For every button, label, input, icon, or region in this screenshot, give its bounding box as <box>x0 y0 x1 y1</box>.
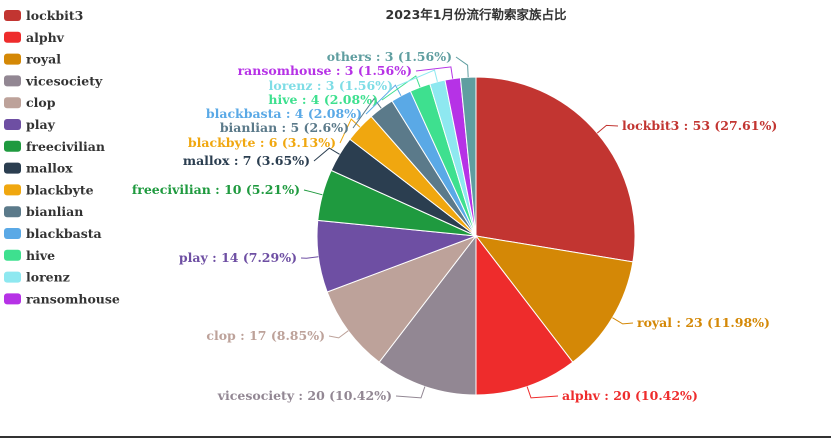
legend-swatch <box>4 31 21 43</box>
pie-slice-clop[interactable] <box>326 234 478 363</box>
legend-swatch <box>4 206 21 218</box>
pie-slice-lockbit3[interactable] <box>475 76 636 263</box>
label-leader-lines <box>300 56 634 399</box>
legend-item-ransomhouse[interactable]: ransomhouse <box>4 291 120 306</box>
pie-slice-alphv[interactable] <box>475 234 574 396</box>
legend-item-bianlian[interactable]: bianlian <box>4 204 83 219</box>
legend-label: clop <box>26 95 56 110</box>
legend-label: ransomhouse <box>26 291 120 306</box>
slice-label-lockbit3: lockbit3 : 53 (27.61%) <box>622 118 777 133</box>
legend-item-royal[interactable]: royal <box>4 52 61 67</box>
legend-item-vicesociety[interactable]: vicesociety <box>4 73 103 88</box>
pie-slice-vicesociety[interactable] <box>378 234 477 396</box>
legend-label: bianlian <box>26 204 83 219</box>
legend-label: lorenz <box>26 270 70 285</box>
leader-line-clop <box>328 330 349 339</box>
leader-line-royal <box>612 317 634 325</box>
legend-item-clop[interactable]: clop <box>4 95 56 110</box>
slice-label-clop: clop : 17 (8.85%) <box>206 328 325 343</box>
legend-item-blackbasta[interactable]: blackbasta <box>4 226 102 241</box>
leader-line-lockbit3 <box>596 124 619 134</box>
legend-swatch <box>4 140 21 152</box>
legend-label: hive <box>26 248 55 263</box>
legend-label: play <box>26 117 56 132</box>
legend-label: vicesociety <box>25 73 103 88</box>
legend-item-alphv[interactable]: alphv <box>4 30 65 45</box>
legend-item-play[interactable]: play <box>4 117 56 132</box>
legend-swatch <box>4 184 21 196</box>
legend-swatch <box>4 53 21 65</box>
leader-line-ransomhouse <box>415 66 454 79</box>
slice-label-royal: royal : 23 (11.98%) <box>637 315 770 330</box>
slice-label-play: play : 14 (7.29%) <box>179 250 297 265</box>
legend-swatch <box>4 119 21 130</box>
legend-label: alphv <box>26 30 65 45</box>
legend-swatch <box>4 293 21 305</box>
slice-label-mallox: mallox : 7 (3.65%) <box>183 153 310 168</box>
slice-label-blackbasta: blackbasta : 4 (2.08%) <box>206 106 362 121</box>
legend-swatch <box>4 271 21 283</box>
legend: lockbit3 alphv royal vicesociety clop play fre… <box>4 8 120 306</box>
slice-label-others: others : 3 (1.56%) <box>327 49 452 64</box>
legend-item-hive[interactable]: hive <box>4 248 55 263</box>
leader-line-hive <box>381 75 421 101</box>
legend-item-lockbit3[interactable]: lockbit3 <box>4 8 83 23</box>
bottom-divider <box>0 436 831 438</box>
legend-label: lockbit3 <box>26 8 83 23</box>
leader-line-vicesociety <box>395 386 426 399</box>
legend-swatch <box>4 97 21 109</box>
leader-line-alphv <box>526 386 559 399</box>
slice-label-hive: hive : 4 (2.08%) <box>268 92 378 107</box>
slice-label-bianlian: bianlian : 5 (2.6%) <box>220 120 349 135</box>
legend-item-lorenz[interactable]: lorenz <box>4 270 70 285</box>
slice-label-vicesociety: vicesociety : 20 (10.42%) <box>217 388 392 403</box>
leader-line-mallox <box>313 147 340 162</box>
legend-item-freecivilian[interactable]: freecivilian <box>4 139 105 154</box>
legend-label: freecivilian <box>26 139 105 154</box>
legend-swatch <box>4 162 21 174</box>
legend-label: blackbyte <box>26 182 94 197</box>
legend-label: mallox <box>26 161 73 176</box>
chart-title: 2023年1月份流行勒索家族占比 <box>386 7 567 22</box>
slice-label-lorenz: lorenz : 3 (1.56%) <box>269 78 393 93</box>
legend-swatch <box>4 75 21 87</box>
leader-line-blackbyte <box>339 118 361 144</box>
legend-item-mallox[interactable]: mallox <box>4 161 73 176</box>
legend-label: blackbasta <box>26 226 102 241</box>
slice-labels: lockbit3 : 53 (27.61%) royal : 23 (11.98%… <box>132 49 777 403</box>
legend-swatch <box>4 10 21 21</box>
slice-label-ransomhouse: ransomhouse : 3 (1.56%) <box>238 63 412 78</box>
leader-line-bianlian <box>352 97 382 129</box>
legend-swatch <box>4 228 21 239</box>
legend-item-blackbyte[interactable]: blackbyte <box>4 182 94 197</box>
legend-swatch <box>4 249 21 261</box>
leader-line-lorenz <box>396 69 438 87</box>
slice-label-blackbyte: blackbyte : 6 (3.13%) <box>188 135 336 150</box>
legend-label: royal <box>26 52 61 67</box>
leader-line-blackbasta <box>365 84 402 115</box>
leader-line-play <box>300 256 319 259</box>
leader-line-others <box>455 56 469 78</box>
slice-label-freecivilian: freecivilian : 10 (5.21%) <box>132 182 300 197</box>
pie-slices <box>316 76 636 396</box>
leader-line-freecivilian <box>303 189 323 196</box>
slice-label-alphv: alphv : 20 (10.42%) <box>562 388 698 403</box>
